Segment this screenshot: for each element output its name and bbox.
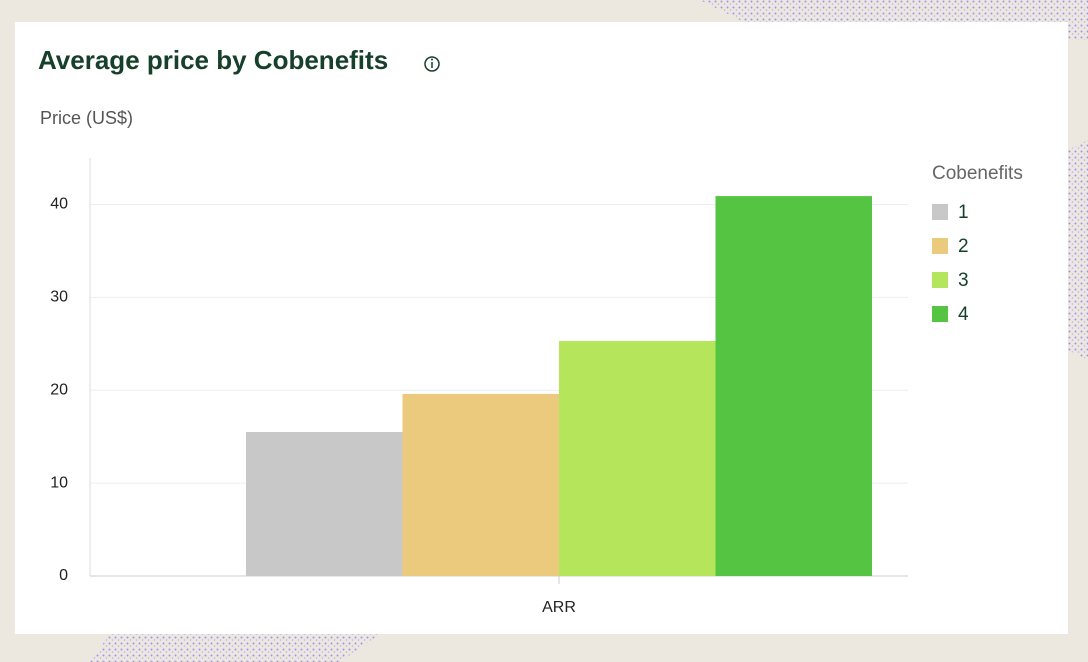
decoration [90,634,380,662]
decoration [1068,140,1088,360]
x-tick-label: ARR [542,599,576,616]
legend-title: Cobenefits [932,163,1023,184]
chart-title: Average price by Cobenefits [38,45,388,75]
legend-label: 4 [958,304,969,325]
y-tick-label: 30 [50,289,68,306]
legend-swatch [932,272,948,288]
info-icon[interactable] [424,56,440,72]
legend-swatch [932,204,948,220]
y-tick-label: 40 [50,196,68,213]
y-tick-label: 20 [50,381,68,398]
y-tick-label: 0 [59,567,68,584]
legend-label: 3 [958,270,969,291]
legend-swatch [932,238,948,254]
legend-label: 1 [958,202,969,223]
bar [715,196,872,576]
bar [246,432,403,576]
legend-swatch [932,306,948,322]
bar [402,393,559,576]
legend-label: 2 [958,236,969,257]
y-tick-label: 10 [50,474,68,491]
y-axis-label: Price (US$) [40,108,133,128]
bar [559,340,716,576]
